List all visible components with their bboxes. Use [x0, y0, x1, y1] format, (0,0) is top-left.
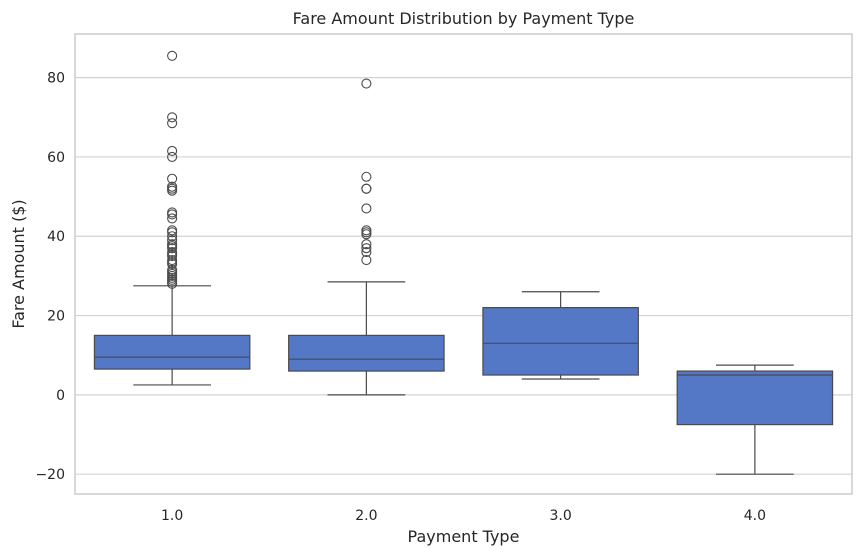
x-tick-label: 4.0: [744, 508, 766, 524]
outlier-point: [361, 183, 372, 194]
outlier-point: [167, 151, 178, 162]
outlier-point: [167, 264, 178, 275]
outlier-point: [167, 247, 178, 258]
outlier-point: [361, 225, 372, 236]
outlier-point: [361, 78, 372, 89]
outlier-point: [361, 239, 372, 250]
iqr-box: [482, 307, 639, 376]
outlier-point: [361, 247, 372, 258]
y-tick-label: 40: [47, 229, 65, 245]
outlier-point: [361, 171, 372, 182]
box-3.0: [482, 291, 639, 380]
outlier-point: [361, 243, 372, 254]
outlier-point: [167, 231, 178, 242]
x-axis-ticks: 1.0 2.0 3.0 4.0: [161, 508, 766, 524]
y-axis-title: Fare Amount ($): [9, 199, 28, 328]
outlier-point: [167, 118, 178, 129]
y-tick-label: 80: [47, 71, 65, 87]
x-tick-label: 1.0: [161, 508, 183, 524]
outlier-point: [167, 235, 178, 246]
x-tick-label: 3.0: [549, 508, 571, 524]
outlier-point: [167, 173, 178, 184]
y-axis-ticks: −20 0 20 40 60 80: [35, 71, 65, 484]
y-tick-label: 0: [56, 388, 65, 404]
outlier-point: [361, 227, 372, 238]
y-tick-label: 60: [47, 150, 65, 166]
outlier-point: [167, 50, 178, 61]
outlier-point: [167, 213, 178, 224]
outlier-point: [361, 203, 372, 214]
chart-title: Fare Amount Distribution by Payment Type: [293, 9, 635, 28]
iqr-box: [93, 334, 251, 370]
box-4.0: [676, 364, 834, 475]
box-2.0: [288, 78, 445, 396]
y-tick-label: 20: [47, 309, 65, 325]
outlier-point: [167, 145, 178, 157]
box-1.0: [93, 50, 251, 386]
outlier-point: [167, 207, 178, 218]
outlier-point: [167, 181, 178, 192]
iqr-box: [288, 334, 445, 372]
plot-frame: [74, 33, 853, 495]
iqr-box: [676, 370, 834, 426]
outlier-point: [167, 225, 178, 236]
x-tick-label: 2.0: [355, 508, 377, 524]
x-axis-title: Payment Type: [408, 527, 520, 546]
outlier-point: [167, 239, 178, 250]
box-series: [93, 50, 834, 475]
outlier-point: [167, 112, 178, 123]
outlier-point: [167, 183, 178, 194]
y-tick-label: −20: [35, 467, 65, 483]
outlier-point: [167, 254, 178, 266]
outlier-point: [361, 254, 372, 266]
